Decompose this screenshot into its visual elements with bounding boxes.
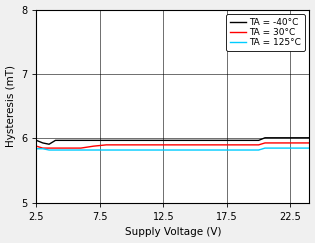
TA = 30°C xyxy=(130,143,134,146)
TA = 125°C xyxy=(54,148,57,151)
Y-axis label: Hysteresis (mT): Hysteresis (mT) xyxy=(6,65,15,147)
TA = 30°C xyxy=(104,143,108,146)
TA = 30°C xyxy=(117,143,121,146)
TA = 125°C xyxy=(41,147,45,150)
TA = 30°C xyxy=(168,143,172,146)
TA = 30°C xyxy=(92,145,95,148)
Legend: TA = -40°C, TA = 30°C, TA = 125°C: TA = -40°C, TA = 30°C, TA = 125°C xyxy=(226,14,305,51)
TA = 30°C xyxy=(41,147,45,149)
TA = -40°C xyxy=(66,139,70,142)
TA = 30°C xyxy=(206,143,210,146)
TA = 30°C xyxy=(282,141,286,144)
TA = 125°C xyxy=(295,147,299,149)
TA = 30°C xyxy=(79,147,83,149)
TA = -40°C xyxy=(92,139,95,142)
TA = 30°C xyxy=(66,147,70,149)
TA = 30°C xyxy=(307,141,311,144)
TA = 125°C xyxy=(257,148,261,151)
TA = 30°C xyxy=(295,141,299,144)
TA = 125°C xyxy=(47,148,51,151)
TA = 125°C xyxy=(92,148,95,151)
TA = -40°C xyxy=(257,139,261,142)
TA = -40°C xyxy=(54,139,57,142)
TA = 125°C xyxy=(263,147,267,149)
TA = 30°C xyxy=(54,147,57,149)
TA = 125°C xyxy=(130,148,134,151)
TA = 125°C xyxy=(117,148,121,151)
Line: TA = 30°C: TA = 30°C xyxy=(37,143,309,148)
TA = 125°C xyxy=(282,147,286,149)
TA = -40°C xyxy=(263,136,267,139)
TA = 30°C xyxy=(35,145,38,148)
X-axis label: Supply Voltage (V): Supply Voltage (V) xyxy=(125,227,221,237)
TA = -40°C xyxy=(180,139,184,142)
TA = 125°C xyxy=(206,148,210,151)
TA = 125°C xyxy=(193,148,197,151)
TA = -40°C xyxy=(130,139,134,142)
TA = -40°C xyxy=(295,136,299,139)
TA = 125°C xyxy=(219,148,222,151)
TA = -40°C xyxy=(142,139,146,142)
TA = 30°C xyxy=(155,143,159,146)
TA = 125°C xyxy=(155,148,159,151)
TA = 30°C xyxy=(231,143,235,146)
TA = 30°C xyxy=(219,143,222,146)
TA = 125°C xyxy=(66,148,70,151)
TA = -40°C xyxy=(206,139,210,142)
TA = -40°C xyxy=(41,141,45,144)
TA = 30°C xyxy=(269,141,273,144)
TA = 30°C xyxy=(257,143,261,146)
TA = 125°C xyxy=(231,148,235,151)
TA = 125°C xyxy=(35,147,38,150)
TA = -40°C xyxy=(79,139,83,142)
TA = 125°C xyxy=(142,148,146,151)
Line: TA = -40°C: TA = -40°C xyxy=(37,138,309,144)
TA = -40°C xyxy=(155,139,159,142)
TA = -40°C xyxy=(193,139,197,142)
TA = 125°C xyxy=(79,148,83,151)
TA = 30°C xyxy=(180,143,184,146)
TA = -40°C xyxy=(219,139,222,142)
TA = -40°C xyxy=(168,139,172,142)
TA = 125°C xyxy=(168,148,172,151)
TA = -40°C xyxy=(307,136,311,139)
TA = 125°C xyxy=(180,148,184,151)
TA = -40°C xyxy=(269,136,273,139)
TA = 30°C xyxy=(193,143,197,146)
TA = -40°C xyxy=(231,139,235,142)
Line: TA = 125°C: TA = 125°C xyxy=(37,148,309,150)
TA = 30°C xyxy=(244,143,248,146)
TA = -40°C xyxy=(282,136,286,139)
TA = 125°C xyxy=(104,148,108,151)
TA = -40°C xyxy=(244,139,248,142)
TA = 125°C xyxy=(269,147,273,149)
TA = 30°C xyxy=(142,143,146,146)
TA = 30°C xyxy=(47,147,51,149)
TA = 125°C xyxy=(244,148,248,151)
TA = 125°C xyxy=(307,147,311,149)
TA = -40°C xyxy=(35,139,38,142)
TA = -40°C xyxy=(117,139,121,142)
TA = -40°C xyxy=(104,139,108,142)
TA = -40°C xyxy=(47,143,51,146)
TA = 30°C xyxy=(263,141,267,144)
